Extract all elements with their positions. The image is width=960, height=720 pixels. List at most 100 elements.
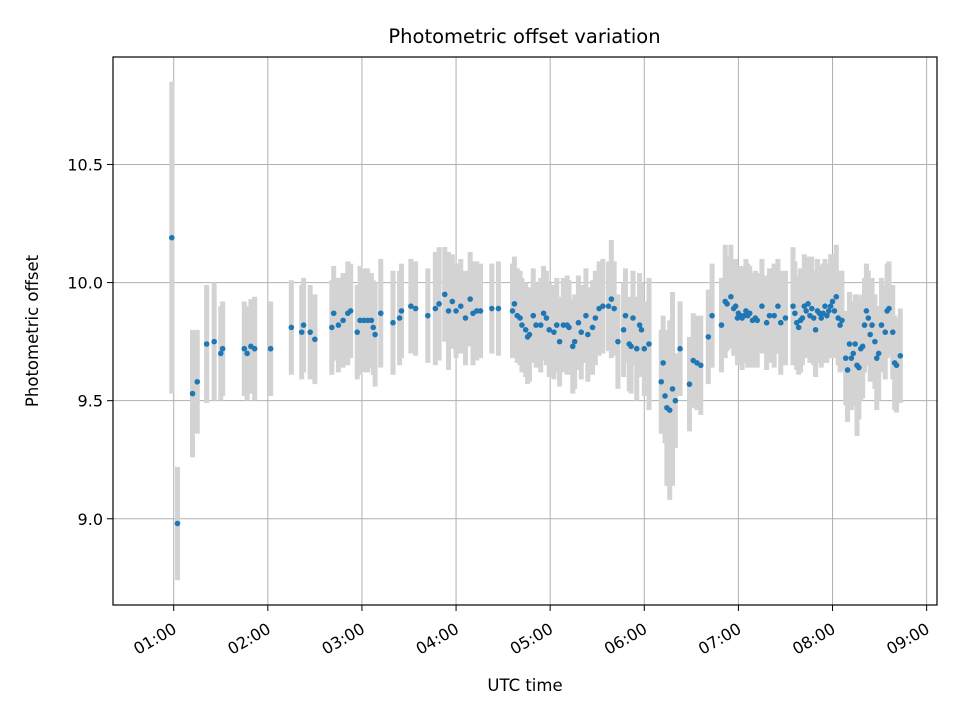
data-point [462,315,469,321]
data-point [189,390,196,397]
data-point [449,298,456,305]
data-point [724,301,730,307]
data-point [672,397,679,404]
data-point [842,355,849,361]
data-point [300,322,307,328]
y-tick-label: 9.0 [78,510,103,529]
data-point [354,329,361,335]
data-point [754,317,761,324]
data-point [436,301,442,307]
data-point [390,319,396,326]
data-point [298,329,305,335]
data-point [217,350,224,357]
data-point [556,338,563,345]
data-point [831,308,838,314]
data-point [875,350,882,357]
data-point [509,308,516,314]
data-point [660,360,666,366]
data-point [669,386,676,392]
data-point [608,296,615,302]
data-point [329,324,335,331]
data-point [522,327,529,333]
data-point [543,315,550,321]
chart-title: Photometric offset variation [388,25,660,48]
data-point [445,308,452,314]
data-point [878,322,885,328]
data-point [398,308,405,314]
data-point [630,315,636,321]
data-point [174,520,181,527]
data-point [777,319,784,326]
data-point [705,334,712,340]
data-point [839,317,845,324]
data-point [457,303,464,309]
data-point [368,317,375,324]
data-point [251,345,258,352]
data-point [837,322,843,328]
data-point [859,343,866,350]
data-point [641,345,648,352]
data-point [203,341,210,347]
data-point [615,338,621,345]
data-point [530,312,537,319]
data-point [592,315,599,321]
data-point [569,343,576,350]
data-point [873,355,880,361]
data-point [633,345,640,352]
data-point [575,319,582,326]
data-point [432,305,439,312]
data-point [330,310,337,317]
data-point [453,308,459,314]
data-point [818,315,825,321]
data-point [799,315,806,321]
data-point [795,324,802,331]
data-point [605,303,612,309]
data-point [628,343,634,350]
data-point [307,329,313,335]
data-point [856,364,862,371]
data-point [718,322,725,328]
data-point [863,308,870,314]
data-point [662,393,668,399]
y-axis-label: Photometric offset [23,254,42,407]
data-point [846,341,853,347]
data-point [803,308,809,314]
data-point [370,324,377,331]
data-point [677,345,683,352]
data-point [477,308,484,314]
data-point [686,381,693,387]
data-point [495,305,502,312]
data-point [425,312,431,319]
data-point [844,367,851,373]
data-point [620,327,627,333]
data-point [489,305,495,312]
data-point [746,310,753,317]
data-point [540,310,547,317]
data-point [169,234,175,241]
data-point [511,301,518,307]
data-point [893,362,900,369]
data-point [872,338,878,345]
data-point [526,331,533,338]
data-point [335,322,342,328]
data-point [867,331,873,338]
data-point [882,329,889,335]
data-point [600,303,606,309]
data-point [889,329,896,335]
data-point [519,322,525,328]
data-point [766,312,773,319]
data-point [658,378,665,385]
data-point [585,331,591,338]
data-point [829,298,836,305]
plot-frame [112,56,938,606]
data-point [408,303,414,309]
data-point [865,315,872,321]
y-axis-ticks: 9.0 9.5 10.0 10.5 [67,155,113,529]
data-point [886,305,892,312]
data-point [850,350,857,357]
data-point [194,378,201,385]
data-point [852,341,858,347]
data-point [666,407,673,413]
data-point [646,341,652,347]
